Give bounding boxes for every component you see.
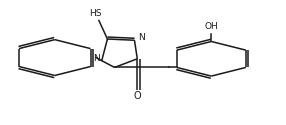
Text: O: O (134, 92, 141, 102)
Text: N: N (94, 54, 100, 63)
Text: OH: OH (204, 22, 218, 31)
Text: N: N (138, 33, 145, 42)
Text: HS: HS (89, 9, 102, 18)
